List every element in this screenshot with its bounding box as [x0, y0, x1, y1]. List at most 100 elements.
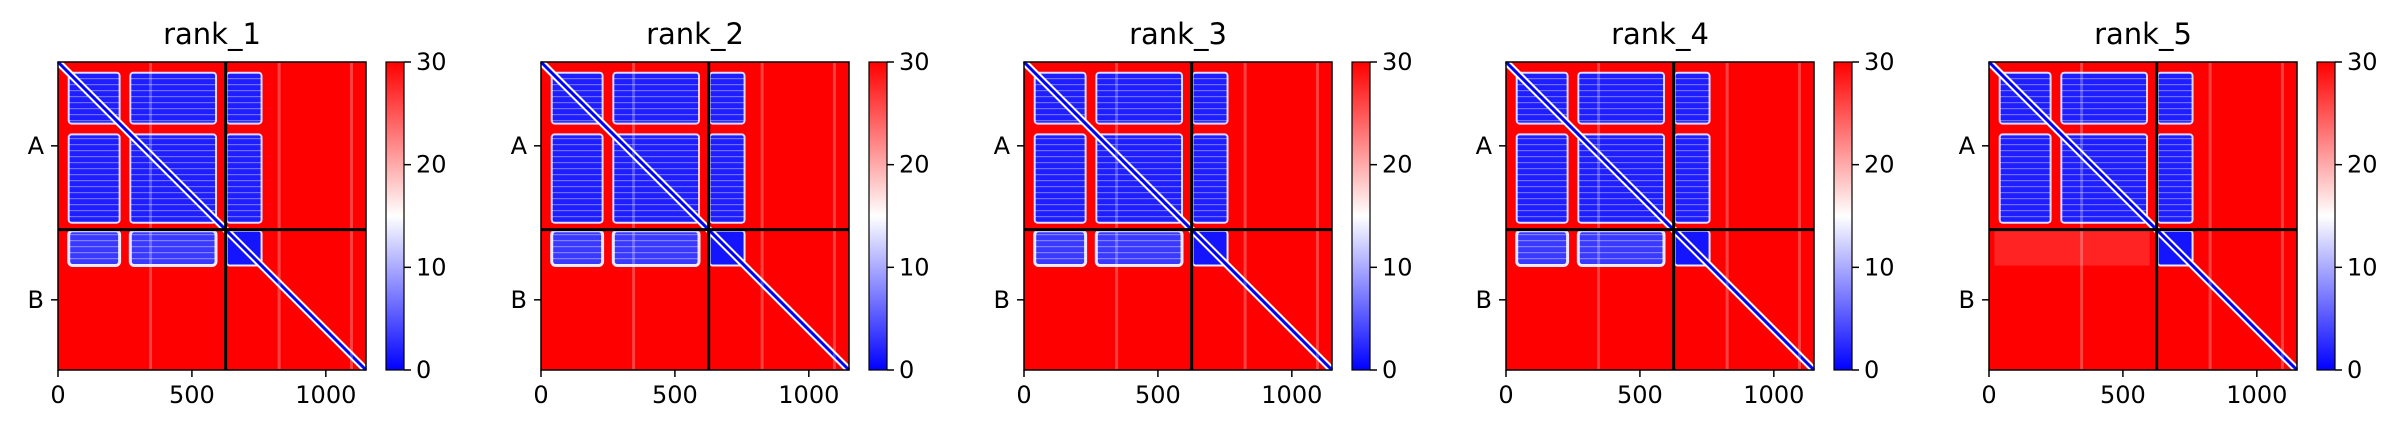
block-texture	[1674, 134, 1710, 223]
streak	[1243, 62, 1247, 370]
colorbar-tick-label: 10	[1382, 253, 1413, 281]
block-texture	[1096, 230, 1183, 266]
x-tick-label: 0	[1981, 381, 1996, 409]
streak	[277, 62, 281, 370]
x-tick-label: 1000	[2226, 381, 2287, 409]
streak	[1597, 62, 1601, 370]
block-texture	[1578, 230, 1665, 266]
axes-frame	[1505, 61, 1815, 371]
interchain-band	[1994, 230, 2150, 266]
diagonal	[1504, 60, 1816, 372]
block-texture	[68, 230, 120, 266]
heatmap-panel-3: rank_3 0 500 1000 A B 0 10 20 30	[994, 17, 1413, 409]
panel-title: rank_5	[2094, 17, 2192, 51]
block-texture	[1578, 72, 1665, 124]
axes-frame	[57, 61, 367, 371]
colorbar-tick-label: 20	[1382, 151, 1413, 179]
heatmap-panel-5: rank_5 0 500 1000 A B 0 10 20 30	[1959, 17, 2378, 409]
colorbar-tick-label: 30	[1864, 48, 1895, 76]
block-texture	[551, 230, 603, 266]
colorbar-tick-label: 0	[899, 356, 914, 384]
colorbar-tick-label: 0	[1864, 356, 1879, 384]
colorbar	[385, 61, 405, 371]
streak	[2280, 62, 2284, 370]
streak	[632, 62, 636, 370]
block-texture	[1192, 134, 1228, 223]
block-texture	[68, 134, 120, 223]
heatmap-panel-1: rank_1 0 500 1000 A B 0 10 20 30	[28, 17, 447, 409]
colorbar-tick-label: 0	[2347, 356, 2362, 384]
streak	[1797, 62, 1801, 370]
colorbar-tick-label: 0	[416, 356, 431, 384]
x-tick-label: 500	[1617, 381, 1663, 409]
colorbar	[1833, 61, 1853, 371]
block-texture	[709, 72, 745, 124]
colorbar-tick-label: 20	[1864, 151, 1895, 179]
block-texture	[1516, 230, 1568, 266]
axes-frame	[1023, 61, 1333, 371]
x-tick-label: 0	[1498, 381, 1513, 409]
diagonal	[56, 60, 368, 372]
x-tick-label: 0	[533, 381, 548, 409]
x-tick-label: 0	[1016, 381, 1031, 409]
chain-label: A	[994, 132, 1011, 160]
colorbar	[2316, 61, 2336, 371]
panel-title: rank_2	[646, 17, 744, 51]
block-texture	[2157, 72, 2193, 124]
x-tick-label: 500	[652, 381, 698, 409]
block-texture	[1096, 72, 1183, 124]
block-texture	[551, 134, 603, 223]
block-texture	[1999, 134, 2051, 223]
block-texture	[226, 72, 262, 124]
x-tick-label: 500	[1135, 381, 1181, 409]
diagonal	[1022, 60, 1334, 372]
colorbar-tick-label: 10	[2347, 253, 2378, 281]
chain-label: A	[511, 132, 528, 160]
diagonal	[1987, 60, 2299, 372]
block-texture	[1674, 72, 1710, 124]
block-texture	[1192, 72, 1228, 124]
colorbar-tick-label: 20	[416, 151, 447, 179]
chain-label: A	[1959, 132, 1976, 160]
x-tick-label: 500	[2100, 381, 2146, 409]
x-tick-label: 1000	[778, 381, 839, 409]
streak	[1725, 62, 1729, 370]
x-tick-label: 500	[169, 381, 215, 409]
colorbar-tick-label: 20	[2347, 151, 2378, 179]
colorbar-tick-label: 30	[1382, 48, 1413, 76]
block-texture	[226, 134, 262, 223]
colorbar	[868, 61, 888, 371]
chain-label: B	[28, 286, 44, 314]
streak	[760, 62, 764, 370]
streak	[149, 62, 153, 370]
block-texture	[1516, 134, 1568, 223]
block-texture	[1034, 230, 1086, 266]
chain-label: B	[994, 286, 1010, 314]
x-tick-label: 1000	[1743, 381, 1804, 409]
block-texture	[2061, 72, 2148, 124]
heatmap-panel-2: rank_2 0 500 1000 A B 0 10 20 30	[511, 17, 930, 409]
block-texture	[130, 72, 217, 124]
streak	[2080, 62, 2084, 370]
block-texture	[1034, 134, 1086, 223]
chain-label: B	[1959, 286, 1975, 314]
heatmap-panel-4: rank_4 0 500 1000 A B 0 10 20 30	[1476, 17, 1895, 409]
x-tick-label: 0	[50, 381, 65, 409]
colorbar-tick-label: 10	[1864, 253, 1895, 281]
streak	[1315, 62, 1319, 370]
streak	[1115, 62, 1119, 370]
block-texture	[613, 230, 700, 266]
streak	[832, 62, 836, 370]
chain-label: B	[1476, 286, 1492, 314]
panel-title: rank_3	[1129, 17, 1227, 51]
colorbar-tick-label: 20	[899, 151, 930, 179]
chain-label: A	[28, 132, 45, 160]
chain-label: A	[1476, 132, 1493, 160]
panel-title: rank_1	[163, 17, 261, 51]
axes-frame	[1988, 61, 2298, 371]
block-texture	[709, 134, 745, 223]
block-texture	[2157, 134, 2193, 223]
block-texture	[613, 72, 700, 124]
streak	[2208, 62, 2212, 370]
